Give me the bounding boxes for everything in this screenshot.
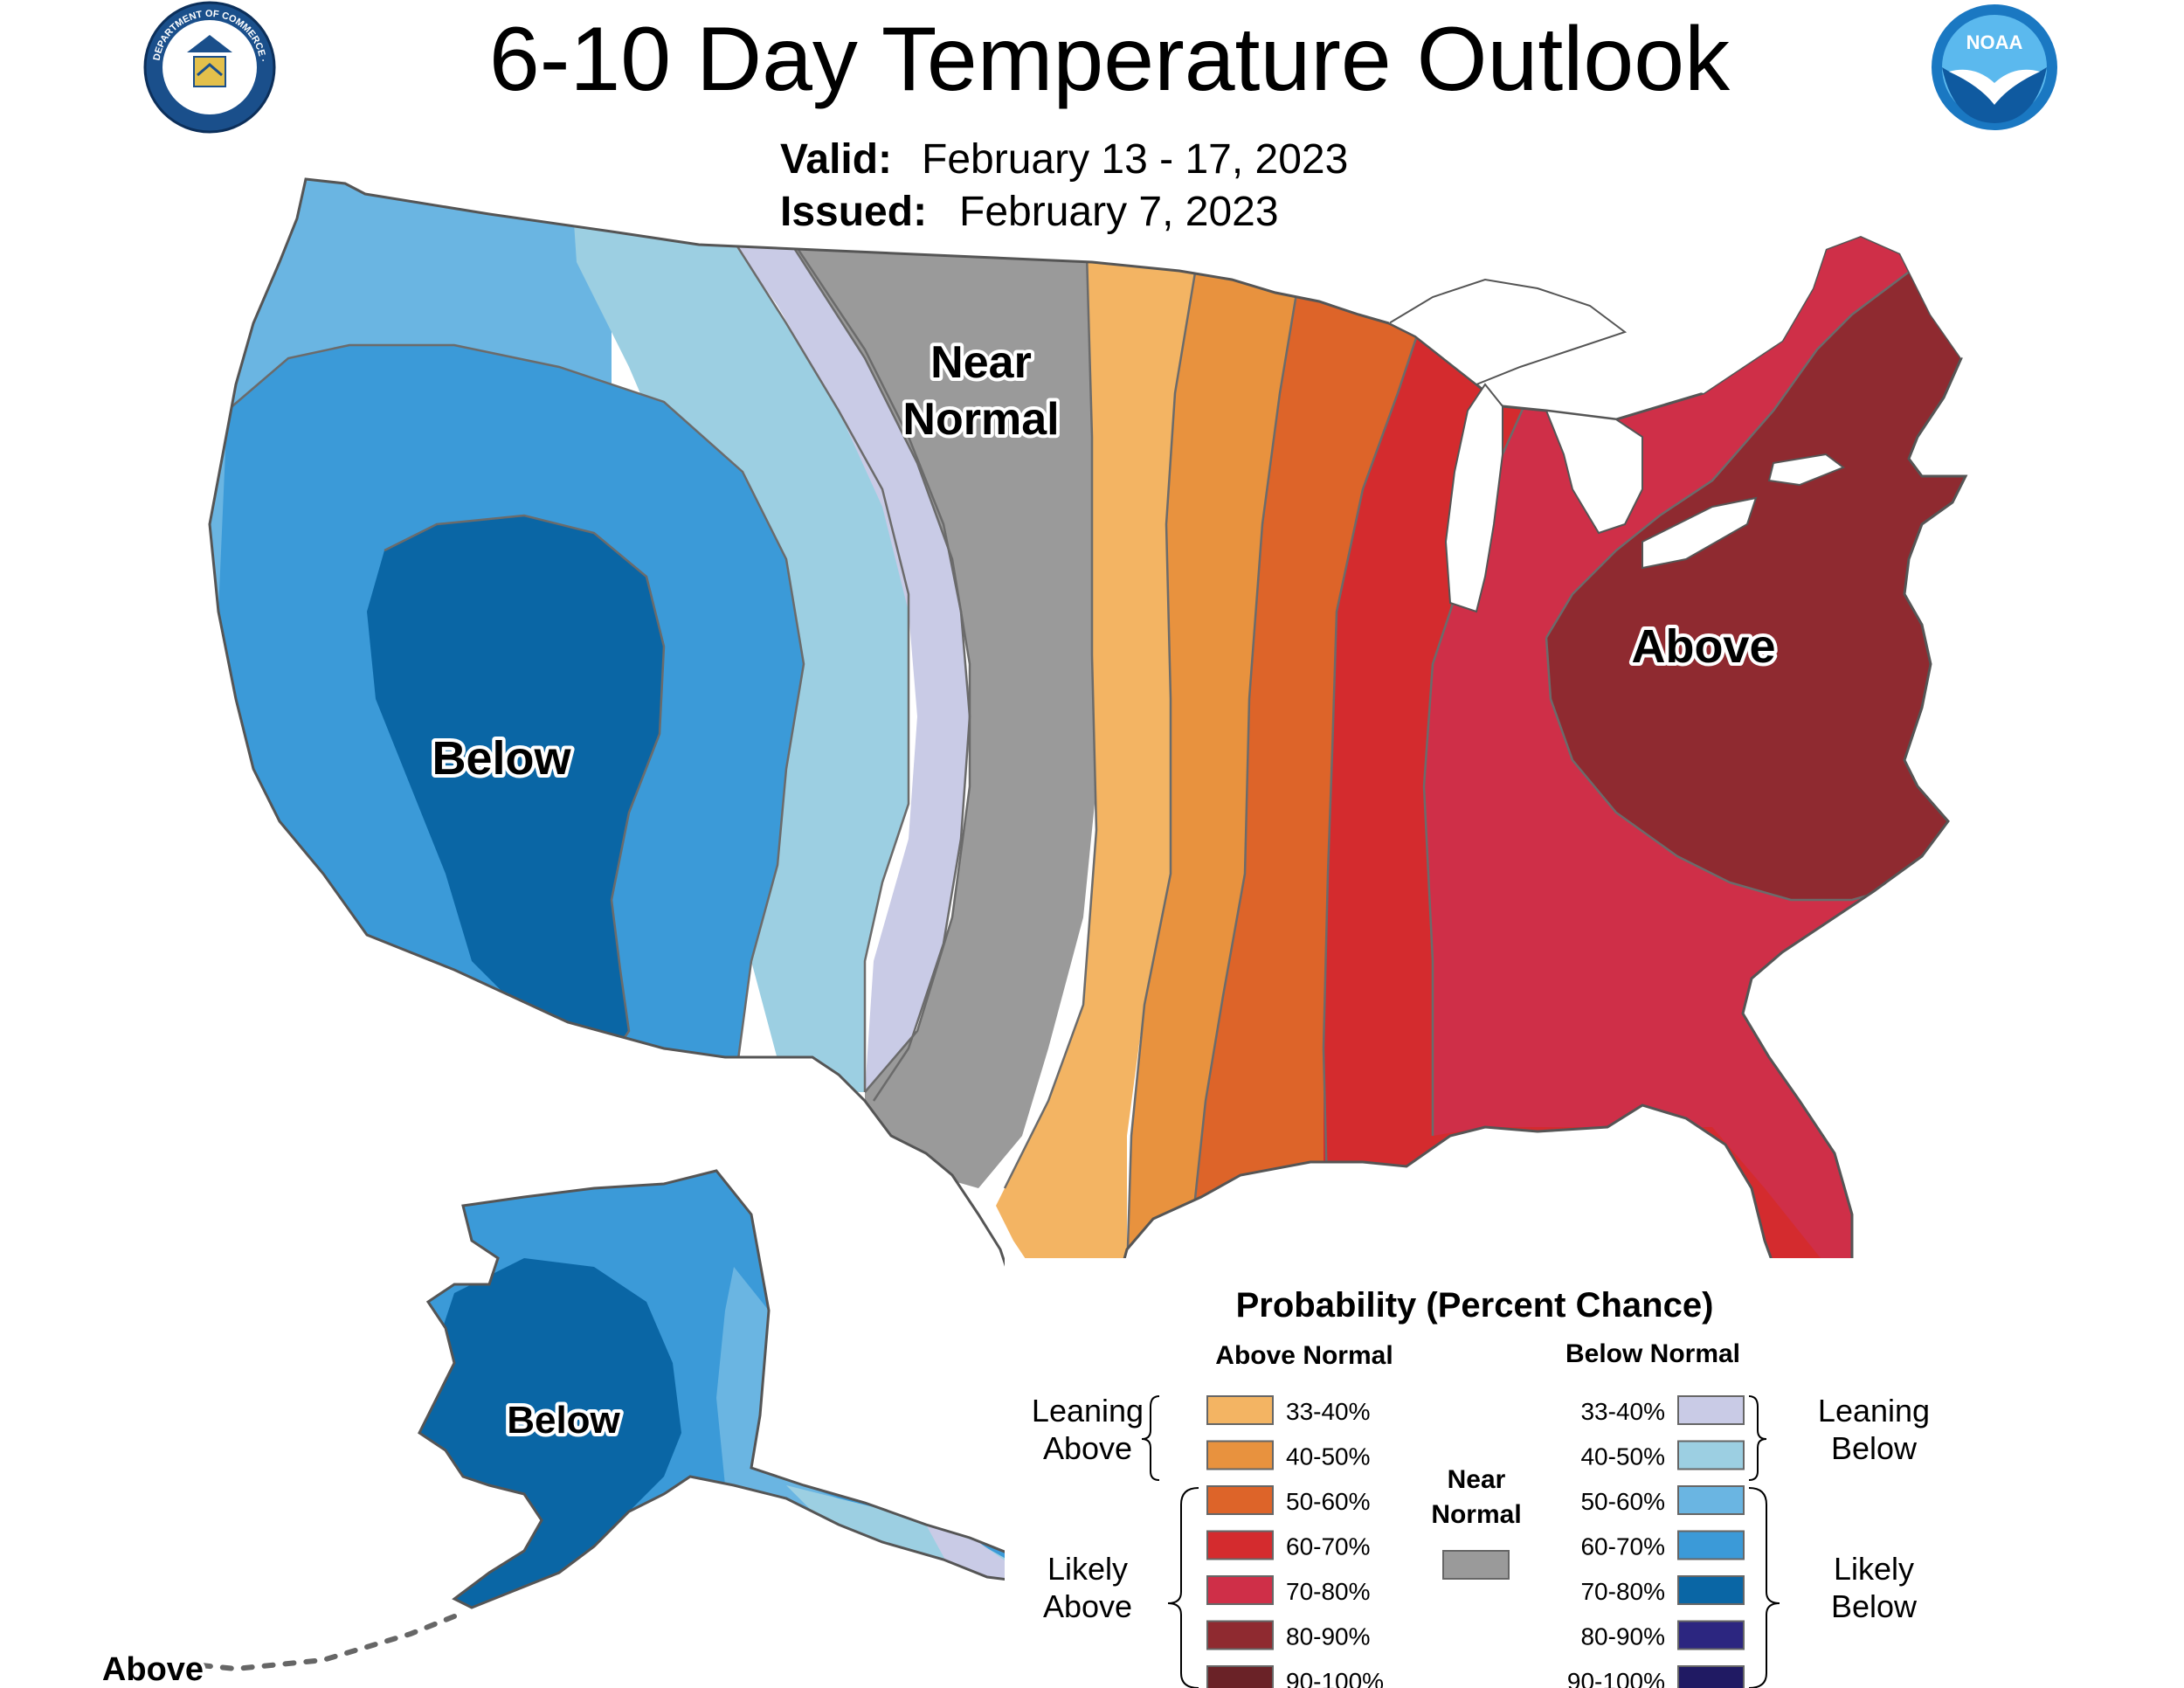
below-normal-swatch-1 xyxy=(1677,1440,1745,1470)
legend-title: Probability (Percent Chance) xyxy=(1236,1286,1714,1325)
likely-above-brace xyxy=(1167,1487,1199,1688)
above-normal-label-6: 90-100% xyxy=(1286,1668,1384,1688)
likely-above-line1: Likely xyxy=(1047,1551,1128,1587)
page-title: 6-10 Day Temperature Outlook xyxy=(489,9,1731,110)
below-normal-label-0: 33-40% xyxy=(1580,1398,1665,1425)
below-normal-swatch-2 xyxy=(1677,1485,1745,1515)
below-normal-label-6: 90-100% xyxy=(1567,1668,1665,1688)
valid-label: Valid: xyxy=(780,136,892,183)
above-normal-swatch-2 xyxy=(1206,1485,1274,1515)
above-bottom-label: Above xyxy=(102,1651,204,1688)
above-label: Above xyxy=(1631,620,1775,673)
noaa-logo: NOAA xyxy=(1932,4,2057,130)
leaning-above-line1: Leaning xyxy=(1032,1393,1144,1429)
band-above-33-40 xyxy=(996,179,1206,1354)
great-lakes xyxy=(1386,131,2009,613)
below-normal-label-1: 40-50% xyxy=(1580,1443,1665,1470)
leaning-below-line1: Leaning xyxy=(1818,1393,1930,1429)
leaning-below-brace xyxy=(1748,1395,1767,1481)
near-normal-legend-line1: Near xyxy=(1448,1465,1506,1494)
department-of-commerce-seal: DEPARTMENT OF COMMERCE · UNITED STATES O… xyxy=(0,0,276,134)
near-normal-swatch xyxy=(1442,1550,1510,1580)
near-normal-label-line2: Normal xyxy=(902,394,1059,445)
below-normal-swatch-4 xyxy=(1677,1575,1745,1605)
issued-label: Issued: xyxy=(780,189,927,235)
lake-superior xyxy=(1386,278,1628,386)
above-normal-label-0: 33-40% xyxy=(1286,1398,1371,1425)
below-alaska-label: Below xyxy=(507,1399,620,1442)
above-normal-swatch-6 xyxy=(1206,1665,1274,1688)
band-below-70-80 xyxy=(367,515,664,1057)
above-normal-swatch-3 xyxy=(1206,1530,1274,1560)
canada-landmass xyxy=(1389,131,2009,393)
above-normal-label-5: 80-90% xyxy=(1286,1623,1371,1650)
aleutian-islands xyxy=(190,1614,457,1672)
band-above-40-50 xyxy=(1127,179,1328,1276)
lake-huron xyxy=(1545,409,1643,535)
above-normal-label-1: 40-50% xyxy=(1286,1443,1371,1470)
below-normal-label-5: 80-90% xyxy=(1580,1623,1665,1650)
above-normal-swatch-0 xyxy=(1206,1395,1274,1425)
band-near-normal xyxy=(699,179,1096,1188)
valid-date: February 13 - 17, 2023 xyxy=(922,136,1348,183)
conus-probability-map xyxy=(210,179,1966,1354)
above-normal-label-3: 60-70% xyxy=(1286,1533,1371,1560)
likely-below-brace xyxy=(1748,1487,1780,1688)
below-normal-swatch-6 xyxy=(1677,1665,1745,1688)
below-normal-swatch-5 xyxy=(1677,1620,1745,1650)
above-normal-swatch-1 xyxy=(1206,1440,1274,1470)
likely-below-line1: Likely xyxy=(1834,1551,1914,1587)
leaning-below-line2: Below xyxy=(1831,1430,1918,1466)
above-normal-swatch-5 xyxy=(1206,1620,1274,1650)
likely-below-line2: Below xyxy=(1831,1588,1918,1624)
lake-michigan xyxy=(1444,383,1503,613)
alaska-probability-map xyxy=(419,1171,1022,1608)
below-normal-heading: Below Normal xyxy=(1565,1339,1740,1368)
above-normal-swatch-4 xyxy=(1206,1575,1274,1605)
below-west-label: Below xyxy=(432,732,571,785)
below-normal-label-2: 50-60% xyxy=(1580,1488,1665,1515)
above-normal-rows: 33-40% 40-50% 50-60% 60-70% 70-80% 80-90% 90-1… xyxy=(1206,1395,1384,1688)
below-normal-swatch-3 xyxy=(1677,1530,1745,1560)
band-above-80-90 xyxy=(1546,179,1966,900)
band-above-50-60 xyxy=(1192,179,1468,1223)
noaa-logo-text: NOAA xyxy=(1966,31,2023,53)
lake-ontario xyxy=(1767,453,1846,487)
leaning-above-brace xyxy=(1141,1395,1160,1481)
above-normal-label-4: 70-80% xyxy=(1286,1578,1371,1605)
below-normal-label-3: 60-70% xyxy=(1580,1533,1665,1560)
near-normal-label-line1: Near xyxy=(930,337,1032,388)
above-normal-label-2: 50-60% xyxy=(1286,1488,1371,1515)
near-normal-legend-line2: Normal xyxy=(1431,1500,1521,1529)
above-normal-heading: Above Normal xyxy=(1215,1341,1393,1370)
below-normal-label-4: 70-80% xyxy=(1580,1578,1665,1605)
lake-erie xyxy=(1641,496,1758,570)
likely-above-line2: Above xyxy=(1043,1588,1132,1624)
leaning-above-line2: Above xyxy=(1043,1430,1132,1466)
issued-date: February 7, 2023 xyxy=(959,189,1279,235)
alaska-outline xyxy=(418,1169,1025,1609)
band-below-33-40 xyxy=(646,179,970,1101)
below-normal-swatch-0 xyxy=(1677,1395,1745,1425)
legend-background xyxy=(1005,1258,1948,1685)
below-normal-rows: 33-40% 40-50% 50-60% 60-70% 70-80% 80-90% 90-1… xyxy=(1567,1395,1745,1688)
legend: Probability (Percent Chance) Above Norma… xyxy=(1005,1258,1948,1688)
